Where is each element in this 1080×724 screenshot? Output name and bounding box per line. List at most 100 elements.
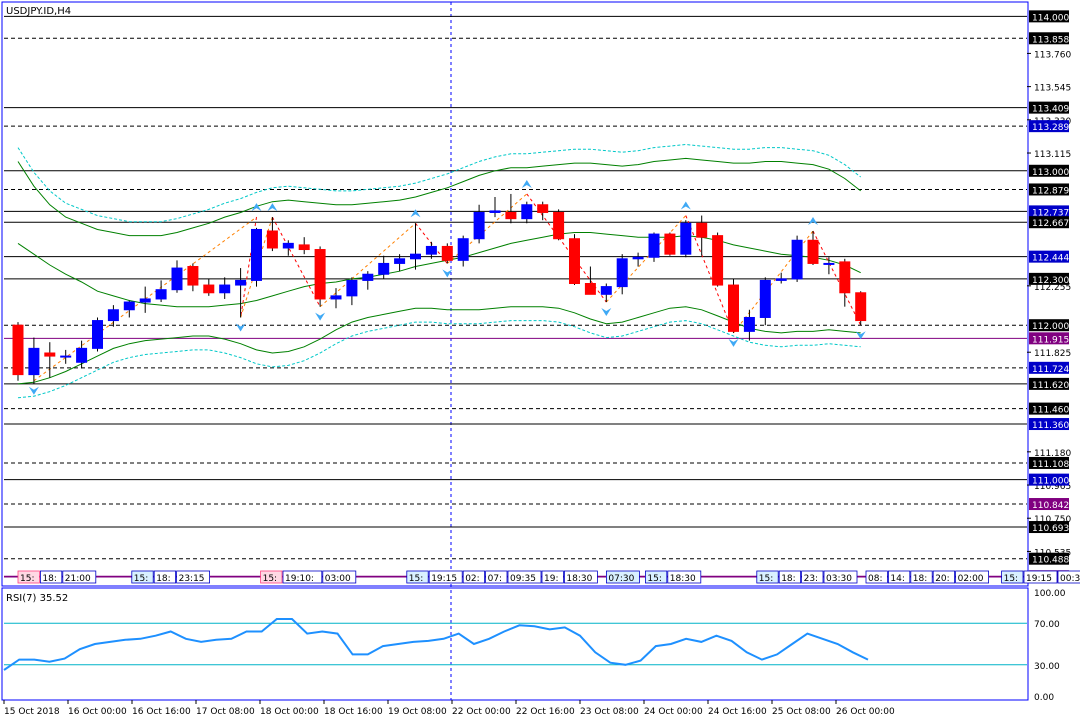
candle	[632, 252, 644, 267]
candle-body	[537, 204, 549, 213]
candle-body	[203, 284, 215, 294]
time-marker-box	[888, 570, 911, 584]
candle	[728, 278, 739, 333]
candle-body	[743, 316, 755, 332]
candle-body	[60, 355, 72, 358]
candle	[584, 266, 596, 295]
candle-body	[616, 258, 628, 288]
level-box	[1029, 473, 1069, 486]
candle	[648, 232, 660, 262]
time-marker-label: 03:30	[826, 574, 852, 584]
candle	[457, 235, 469, 267]
time-marker-label: 19:	[544, 574, 558, 584]
time-marker-box	[1057, 570, 1080, 584]
time-marker-label: 15:	[759, 574, 773, 584]
candle	[60, 349, 72, 364]
outer-upper-band	[17, 143, 862, 223]
time-marker-box	[955, 570, 989, 584]
candle-body	[155, 289, 167, 300]
candle-body	[219, 284, 231, 294]
candle	[187, 263, 199, 292]
level-box-label: 110.842	[1032, 501, 1069, 511]
level-box-label: 111.360	[1032, 421, 1069, 431]
candle-body	[362, 273, 374, 281]
candle-body	[584, 283, 596, 295]
level-box	[1029, 32, 1069, 45]
zigzag-segment	[812, 230, 862, 326]
candle-body	[314, 249, 326, 300]
candle	[12, 322, 24, 381]
time-marker-box	[1001, 570, 1024, 584]
time-marker-box	[485, 570, 508, 584]
candle-body	[521, 204, 533, 220]
time-marker-box	[462, 570, 486, 584]
zigzag-segment	[271, 216, 321, 307]
time-tick-label: 22 Oct 16:00	[516, 707, 575, 717]
time-marker-box	[910, 570, 933, 584]
fractal-up-arrow	[521, 179, 532, 188]
time-marker-box	[40, 570, 63, 584]
candle-body	[92, 320, 103, 349]
time-marker-label: 02:	[465, 574, 479, 584]
time-marker-box	[153, 570, 176, 584]
level-box	[1029, 164, 1069, 177]
time-marker-box	[823, 570, 858, 584]
level-box	[1029, 456, 1069, 469]
time-tick-label: 19 Oct 08:00	[388, 707, 447, 717]
candle-body	[298, 244, 310, 251]
time-tick-label: 26 Oct 00:00	[836, 707, 895, 717]
candle-body	[505, 211, 517, 220]
price-tick-label: 110.965	[1034, 482, 1071, 492]
time-marker-box	[1023, 570, 1058, 584]
candle-body	[489, 210, 501, 213]
candle	[155, 280, 167, 303]
time-marker-box	[667, 570, 702, 584]
time-marker-box	[62, 570, 97, 584]
time-marker-label: 18:30	[670, 574, 696, 584]
level-box	[1029, 332, 1069, 345]
candle-body	[235, 279, 247, 286]
time-marker-box	[322, 570, 357, 584]
time-marker-box	[541, 570, 564, 584]
candle-body	[44, 352, 56, 357]
level-box	[1029, 101, 1069, 114]
zigzag-segment	[240, 217, 257, 318]
price-tick-label: 113.760	[1034, 50, 1071, 60]
time-marker-label: 07:30	[608, 574, 634, 584]
time-marker-label: 08:	[868, 574, 882, 584]
candle	[696, 215, 708, 256]
candle	[76, 340, 88, 369]
candle	[44, 342, 56, 378]
time-marker-box	[131, 570, 154, 584]
time-marker-box	[645, 570, 668, 584]
level-box-label: 111.460	[1032, 406, 1069, 416]
candle-body	[664, 233, 676, 255]
rsi-pane-frame	[1, 587, 1029, 701]
rsi-tick-label: 0.00	[1034, 693, 1054, 703]
time-marker-box	[176, 570, 211, 584]
time-marker-label: 15:	[647, 574, 661, 584]
time-marker-label: 23:15	[179, 574, 205, 584]
candle	[807, 231, 819, 265]
time-tick-label: 18 Oct 00:00	[260, 707, 319, 717]
candle	[839, 258, 851, 307]
candle-body	[425, 245, 437, 255]
level-box-label: 112.667	[1032, 219, 1069, 229]
level-box-label: 113.000	[1032, 168, 1069, 178]
candle-body	[171, 267, 183, 291]
candlesticks	[12, 193, 867, 384]
time-tick-label: 24 Oct 16:00	[708, 707, 767, 717]
candle-body	[76, 347, 88, 363]
candle-body	[791, 239, 803, 280]
time-marker-box	[507, 570, 542, 584]
candle-body	[346, 279, 358, 297]
candle-body	[266, 230, 278, 249]
level-box	[1029, 552, 1069, 565]
candle	[410, 223, 421, 270]
time-markers-row: 15: 18: 21:00 15: 18: 23:15 15: 19:10: 03:00 15: 1…	[4, 570, 1080, 584]
candle	[171, 260, 183, 293]
symbol-label: USDJPY.ID,H4	[6, 6, 71, 17]
time-tick-label: 17 Oct 08:00	[196, 707, 255, 717]
rsi-line	[3, 618, 869, 671]
